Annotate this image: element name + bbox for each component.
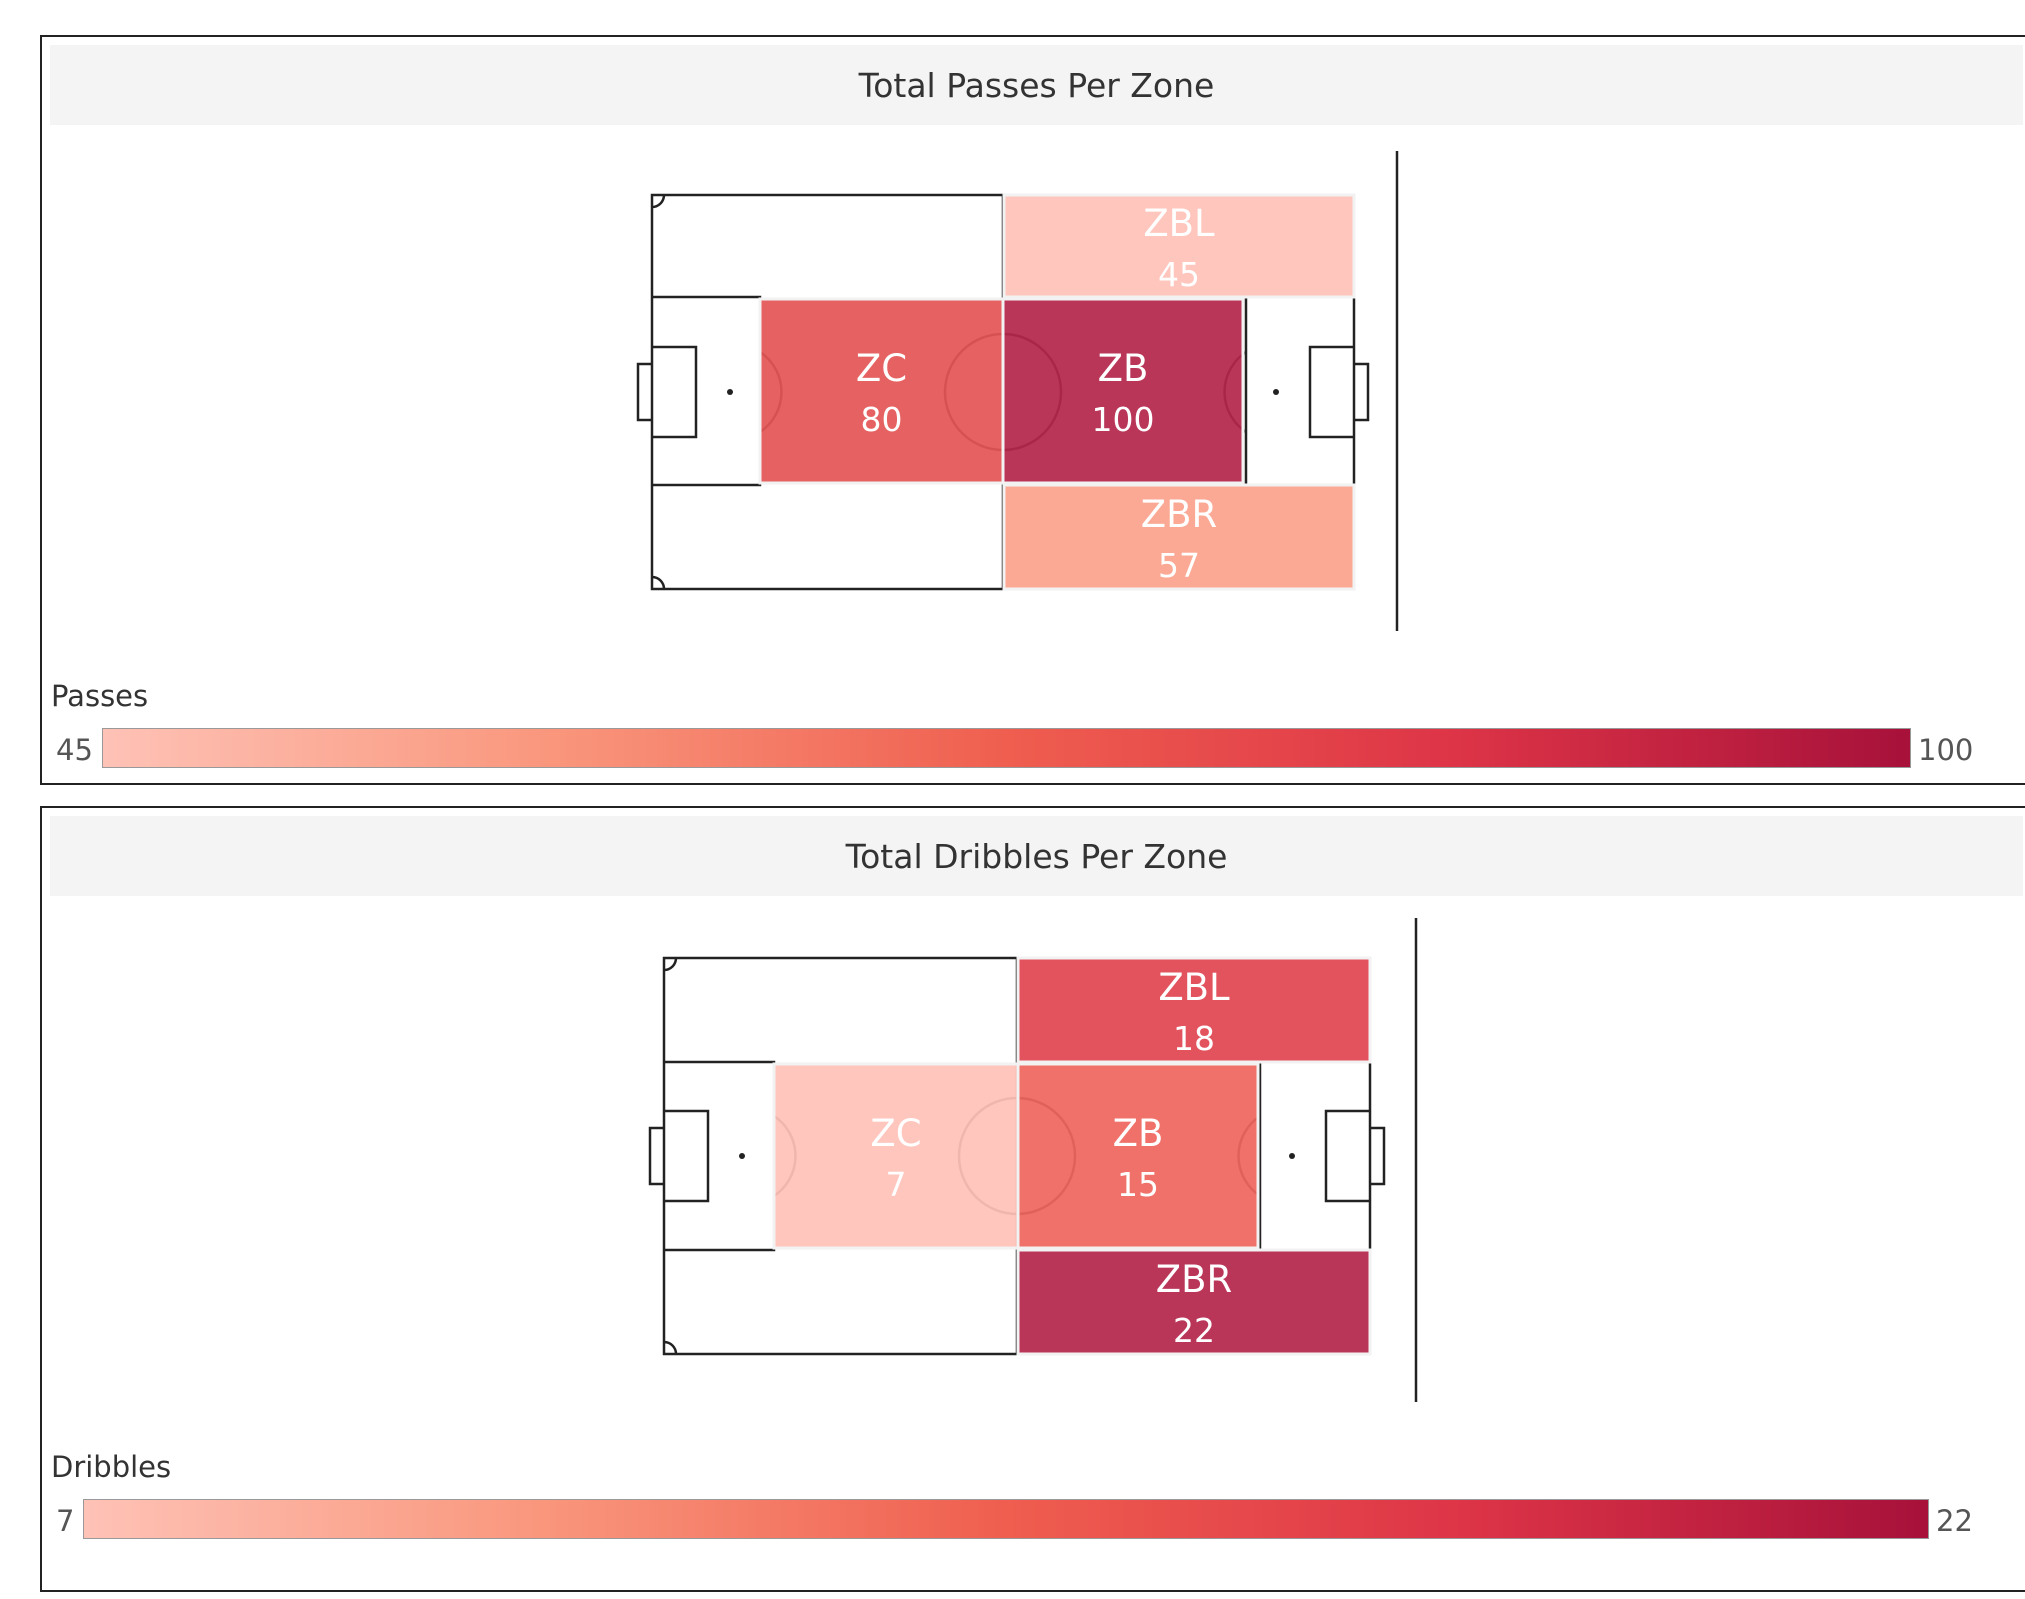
zone-label: ZB	[1113, 1112, 1164, 1155]
zone-cell	[1002, 193, 1356, 299]
zone-label: ZBL	[1143, 202, 1215, 245]
zone-cell	[1016, 1248, 1372, 1356]
zone-cell	[1001, 297, 1245, 485]
zone-cell	[772, 1062, 1020, 1250]
left-goal	[648, 1126, 664, 1186]
zone-zc: ZC 80	[758, 297, 1005, 485]
zone-zbr: ZBR 22	[1016, 1248, 1372, 1356]
zone-value: 22	[1173, 1311, 1215, 1350]
passes-legend-min: 45	[56, 733, 93, 767]
zone-value: 18	[1173, 1019, 1215, 1058]
zone-label: ZC	[856, 347, 907, 390]
zone-value: 7	[886, 1165, 907, 1204]
dribbles-legend-min: 7	[56, 1504, 75, 1538]
passes-legend-max: 100	[1918, 733, 1974, 767]
zone-label: ZBR	[1141, 493, 1217, 536]
zone-zb: ZB 15	[1016, 1062, 1260, 1250]
dribbles-color-legend-bar	[83, 1499, 1929, 1539]
zone-zbl: ZBL 18	[1016, 956, 1372, 1064]
zone-zbr: ZBR 57	[1002, 483, 1356, 591]
passes-pitch-heatmap: ZBL 45 ZC 80 ZB 100 ZBR 57	[636, 151, 1399, 631]
zone-value: 80	[861, 400, 903, 439]
right-six-yard-box	[1324, 1109, 1370, 1203]
zone-cell	[758, 297, 1005, 485]
left-penalty-area	[652, 295, 762, 487]
zone-zc: ZC 7	[772, 1062, 1020, 1250]
dribbles-legend-max: 22	[1936, 1504, 1973, 1538]
zone-value: 57	[1158, 546, 1200, 585]
right-penalty-area	[1244, 295, 1354, 487]
passes-color-legend-bar	[102, 728, 1911, 768]
zone-zbl: ZBL 45	[1002, 193, 1356, 299]
passes-chart-title: Total Passes Per Zone	[858, 65, 1215, 105]
right-penalty-area	[1258, 1060, 1370, 1252]
corner-arc-bottom-left	[663, 1340, 678, 1355]
right-six-yard-box	[1308, 345, 1354, 439]
left-six-yard-box	[664, 1109, 710, 1203]
corner-arc-top-left	[663, 957, 678, 972]
zone-label: ZBL	[1158, 966, 1230, 1009]
dribbles-panel: Total Dribbles Per Zone ZBL 18 ZC 7 ZB 15 ZBR 2…	[40, 806, 2025, 1592]
zone-label: ZB	[1098, 347, 1149, 390]
zone-cell	[1002, 483, 1356, 591]
zone-value: 15	[1117, 1165, 1159, 1204]
left-six-yard-box	[652, 345, 698, 439]
left-penalty-spot	[727, 389, 733, 395]
zone-cell	[1016, 956, 1372, 1064]
passes-title-bar: Total Passes Per Zone	[50, 45, 2023, 125]
passes-legend-title: Passes	[51, 679, 149, 713]
dribbles-legend-title: Dribbles	[51, 1450, 172, 1484]
zone-value: 100	[1092, 400, 1155, 439]
left-penalty-spot	[739, 1153, 745, 1159]
corner-arc-bottom-left	[651, 575, 666, 590]
right-penalty-spot	[1289, 1153, 1295, 1159]
right-penalty-spot	[1273, 389, 1279, 395]
passes-panel: Total Passes Per Zone ZBL 45 ZC 80 ZB 100 ZBR 5…	[40, 35, 2025, 785]
zone-zb: ZB 100	[1001, 297, 1245, 485]
zone-label: ZBR	[1156, 1258, 1232, 1301]
corner-arc-top-left	[651, 194, 666, 209]
dribbles-title-bar: Total Dribbles Per Zone	[50, 816, 2023, 896]
zone-cell	[1016, 1062, 1260, 1250]
zone-value: 45	[1158, 255, 1200, 294]
dribbles-chart-title: Total Dribbles Per Zone	[845, 836, 1228, 876]
zone-label: ZC	[870, 1112, 921, 1155]
dribbles-pitch-heatmap: ZBL 18 ZC 7 ZB 15 ZBR 22	[648, 918, 1418, 1402]
right-goal	[1354, 362, 1370, 422]
right-goal	[1370, 1126, 1386, 1186]
left-goal	[636, 362, 652, 422]
left-penalty-area	[664, 1060, 776, 1252]
